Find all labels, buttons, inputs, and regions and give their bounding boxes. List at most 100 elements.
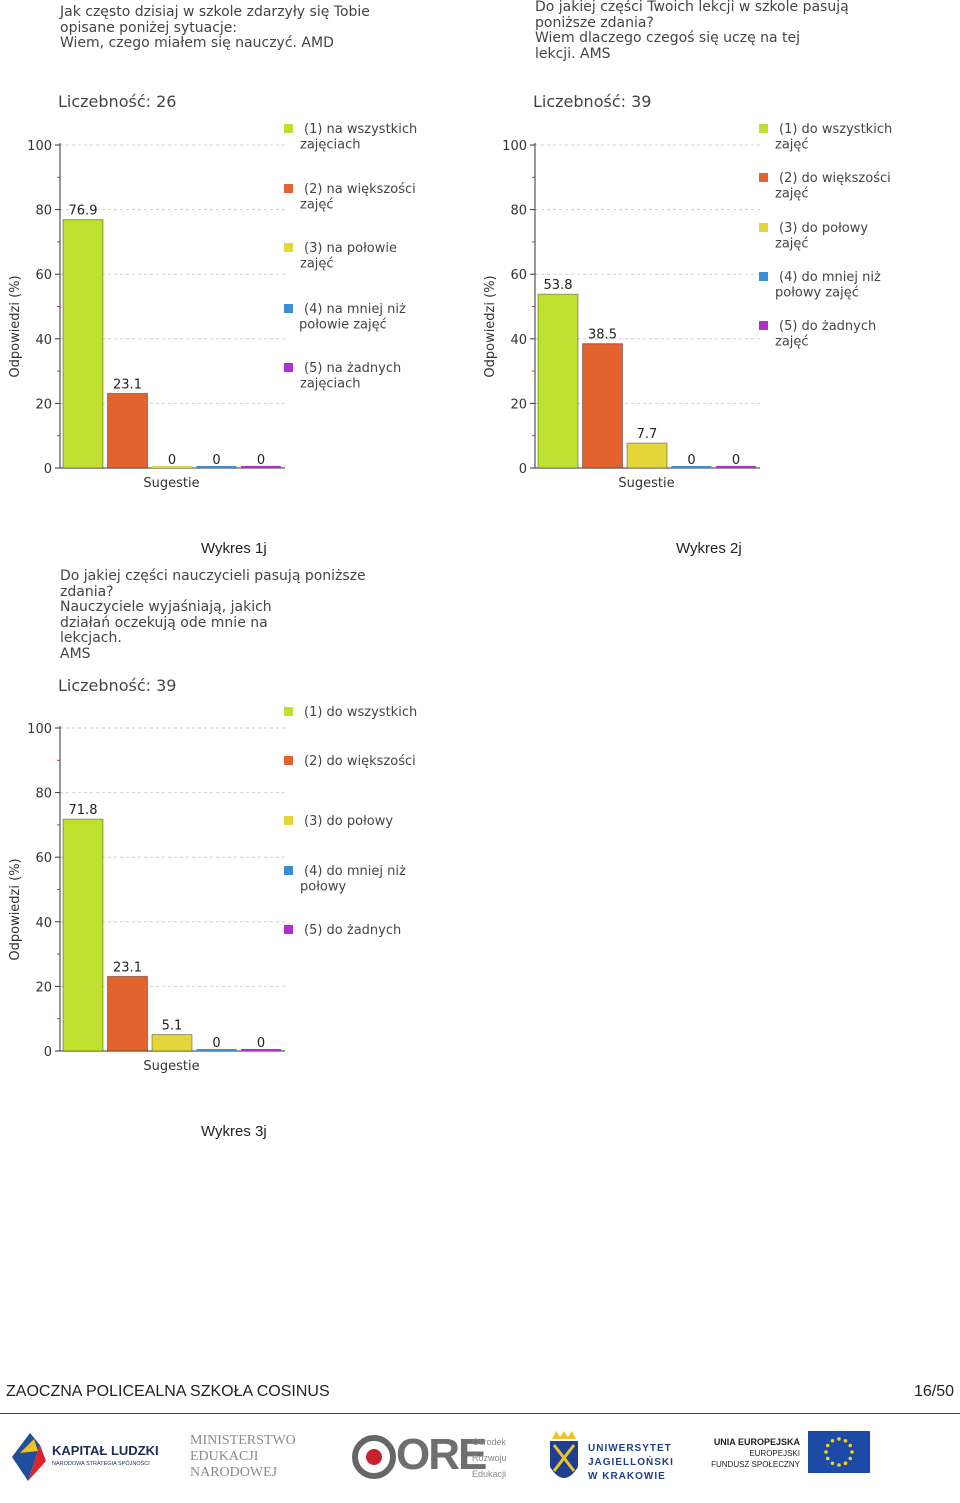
y-tick-label: 20 bbox=[510, 397, 527, 412]
legend-swatch bbox=[284, 243, 293, 252]
y-tick-label: 100 bbox=[27, 139, 52, 154]
eu-line-1: UNIA EUROPEJSKA bbox=[713, 1437, 800, 1447]
bar-value-label: 71.8 bbox=[69, 803, 98, 818]
legend-swatch bbox=[759, 321, 768, 330]
uj-line-2: JAGIELLOŃSKI bbox=[588, 1457, 674, 1468]
bar-value-label: 0 bbox=[212, 453, 220, 468]
bar-2 bbox=[107, 975, 148, 1052]
y-tick-label: 100 bbox=[27, 722, 52, 737]
y-tick-label: 0 bbox=[519, 462, 527, 477]
chart-caption-2: Wykres 2j bbox=[676, 540, 742, 557]
ore-sub-2: Rozwoju bbox=[472, 1453, 507, 1463]
chart-1: Jak często dzisiaj w szkole zdarzyły się… bbox=[0, 0, 470, 560]
bar-5 bbox=[241, 466, 281, 468]
legend-swatch bbox=[284, 816, 293, 825]
chart-caption-3: Wykres 3j bbox=[201, 1123, 267, 1140]
uj-line-3: W KRAKOWIE bbox=[588, 1471, 666, 1482]
legend-label: (4) do mniej niż bbox=[304, 864, 406, 879]
bar-value-label: 0 bbox=[732, 453, 740, 468]
legend-swatch bbox=[284, 866, 293, 875]
bar-1 bbox=[62, 818, 104, 1052]
y-tick-label: 0 bbox=[44, 462, 52, 477]
kapital-ludzki-subtitle: NARODOWA STRATEGIA SPÓJNOŚCI bbox=[52, 1461, 150, 1467]
uj-logo: UNIWERSYTET JAGIELLOŃSKI W KRAKOWIE bbox=[546, 1425, 696, 1491]
chart-count: Liczebność: 39 bbox=[533, 92, 652, 111]
bar-4 bbox=[671, 466, 712, 468]
eu-flag-icon bbox=[808, 1431, 870, 1473]
kapital-ludzki-icon bbox=[12, 1433, 46, 1481]
bar-value-label: 5.1 bbox=[162, 1019, 183, 1034]
legend-swatch bbox=[759, 173, 768, 182]
y-tick-label: 0 bbox=[44, 1045, 52, 1060]
legend-label: zajęć bbox=[300, 198, 334, 213]
chart-count: Liczebność: 39 bbox=[58, 676, 177, 695]
logo-strip: KAPITAŁ LUDZKI NARODOWA STRATEGIA SPÓJNO… bbox=[0, 1425, 960, 1495]
chart-count: Liczebność: 26 bbox=[58, 92, 177, 111]
y-tick-label: 40 bbox=[35, 916, 52, 931]
ore-wordmark: ORE bbox=[396, 1430, 487, 1479]
legend-label: połowy bbox=[300, 880, 346, 895]
bar-value-label: 0 bbox=[212, 1036, 220, 1051]
eu-logo: UNIA EUROPEJSKA EUROPEJSKI FUNDUSZ SPOŁE… bbox=[706, 1425, 876, 1491]
legend-label: zajęciach bbox=[300, 138, 361, 153]
bar-value-label: 53.8 bbox=[544, 278, 573, 293]
legend-swatch bbox=[284, 707, 293, 716]
legend-swatch bbox=[284, 363, 293, 372]
legend-swatch bbox=[284, 124, 293, 133]
footer-page-number: 16/50 bbox=[913, 1383, 954, 1400]
bar-chart-3: 0 20 40 60 80 100 Odpowiedzi (%) Sugestie 71.8 23… bbox=[8, 705, 417, 1074]
men-line-3: NARODOWEJ bbox=[190, 1465, 278, 1480]
bar-3 bbox=[152, 466, 192, 468]
bar-1 bbox=[537, 293, 579, 469]
x-axis-label: Sugestie bbox=[143, 476, 199, 491]
legend-label: zajęć bbox=[775, 187, 809, 202]
legend-swatch bbox=[759, 223, 768, 232]
bar-2 bbox=[107, 392, 148, 469]
legend-label: (4) do mniej niż bbox=[779, 270, 881, 285]
bar-5 bbox=[716, 466, 756, 468]
men-line-2: EDUKACJI bbox=[190, 1449, 259, 1464]
legend-label: (5) na żadnych bbox=[304, 361, 401, 376]
eu-line-2: EUROPEJSKI bbox=[749, 1449, 800, 1458]
y-tick-label: 40 bbox=[510, 333, 527, 348]
bar-1 bbox=[62, 219, 104, 469]
chart-question: Do jakiej części Twoich lekcji w szkole … bbox=[535, 0, 849, 62]
y-axis-label: Odpowiedzi (%) bbox=[483, 275, 498, 377]
legend-label: (1) na wszystkich bbox=[304, 122, 417, 137]
legend-label: (5) do żadnych bbox=[779, 319, 876, 334]
legend-label: (2) do większości bbox=[304, 754, 416, 769]
y-tick-label: 60 bbox=[510, 268, 527, 283]
x-axis-label: Sugestie bbox=[143, 1059, 199, 1074]
x-axis-label: Sugestie bbox=[618, 476, 674, 491]
legend-swatch bbox=[284, 925, 293, 934]
bar-value-label: 0 bbox=[687, 453, 695, 468]
bar-4 bbox=[196, 1049, 237, 1051]
eu-line-3: FUNDUSZ SPOŁECZNY bbox=[711, 1460, 800, 1469]
legend-label: połowie zajęć bbox=[299, 318, 387, 333]
bar-value-label: 38.5 bbox=[588, 328, 617, 343]
y-tick-label: 20 bbox=[35, 980, 52, 995]
legend-label: połowy zajęć bbox=[775, 286, 859, 301]
y-tick-label: 80 bbox=[510, 204, 527, 219]
legend-label: zajęć bbox=[775, 138, 809, 153]
legend-swatch bbox=[284, 184, 293, 193]
bar-2 bbox=[582, 343, 623, 469]
bar-value-label: 0 bbox=[168, 453, 176, 468]
legend-label: (3) na połowie bbox=[304, 241, 397, 256]
legend-label: (1) do wszystkich bbox=[304, 705, 417, 720]
chart-2: Do jakiej części Twoich lekcji w szkole … bbox=[475, 0, 945, 560]
legend-label: (4) na mniej niż bbox=[304, 302, 406, 317]
legend-label: (2) do większości bbox=[779, 171, 891, 186]
y-axis-label: Odpowiedzi (%) bbox=[8, 275, 23, 377]
uj-crest-icon bbox=[550, 1431, 578, 1478]
uj-line-1: UNIWERSYTET bbox=[588, 1443, 672, 1454]
bar-value-label: 0 bbox=[257, 1036, 265, 1051]
footer-divider bbox=[0, 1413, 960, 1414]
legend-label: zajęć bbox=[300, 257, 334, 272]
chart-caption-1: Wykres 1j bbox=[201, 540, 267, 557]
kapital-ludzki-title: KAPITAŁ LUDZKI bbox=[52, 1443, 159, 1458]
legend-label: (3) do połowy bbox=[304, 814, 393, 829]
kapital-ludzki-logo: KAPITAŁ LUDZKI NARODOWA STRATEGIA SPÓJNO… bbox=[10, 1425, 170, 1491]
bar-3 bbox=[151, 1034, 193, 1052]
bar-4 bbox=[196, 466, 237, 468]
